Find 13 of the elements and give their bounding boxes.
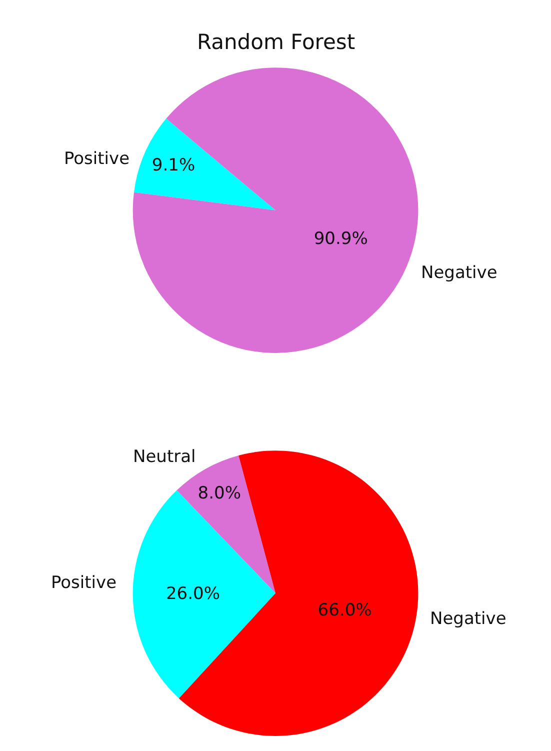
data-label: 26.0% [166, 584, 220, 604]
slice-label: Positive [51, 573, 117, 593]
slice-label: Negative [430, 609, 506, 629]
data-label: 66.0% [318, 600, 372, 620]
data-label: 90.9% [314, 228, 368, 249]
slice-label: Positive [64, 149, 130, 169]
slice-label: Neutral [133, 447, 196, 467]
data-label: 9.1% [152, 156, 196, 176]
pie-slice [134, 118, 276, 210]
chart-title: Random Forest [197, 30, 356, 54]
data-label: 8.0% [198, 484, 242, 504]
pie-slice [132, 68, 418, 353]
slice-label: Negative [421, 263, 498, 283]
